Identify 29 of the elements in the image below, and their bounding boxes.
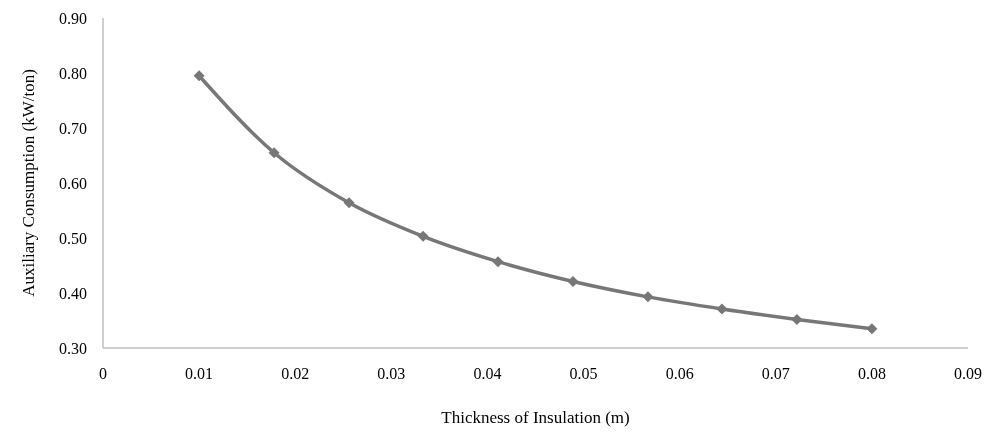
y-tick-label: 0.90 [59, 9, 87, 27]
x-axis-title: Thickness of Insulation (m) [441, 408, 630, 427]
point [343, 197, 355, 209]
y-tick-label: 0.80 [59, 64, 87, 82]
x-tick-label: 0.04 [473, 365, 502, 383]
y-tick-label: 0.40 [59, 284, 87, 302]
point [268, 147, 280, 159]
x-tick-label: 0.01 [185, 365, 214, 383]
point [791, 313, 803, 325]
x-tick-label: 0.02 [281, 365, 310, 383]
x-tick-label: 0.05 [569, 365, 598, 383]
x-tick-label: 0.06 [665, 365, 694, 383]
x-tick-label: 0 [99, 365, 107, 383]
x-tick-label: 0.03 [377, 365, 406, 383]
y-axis-title: Auxiliary Consumption (kW/ton) [19, 69, 39, 297]
x-tick-label: 0.08 [857, 365, 886, 383]
y-tick-label: 0.70 [59, 119, 87, 137]
y-tick-label: 0.50 [59, 229, 87, 247]
point [716, 303, 728, 315]
point [193, 70, 205, 82]
point [866, 323, 878, 335]
x-tick-label: 0.07 [761, 365, 790, 383]
point [417, 230, 429, 242]
y-tick-label: 0.30 [59, 339, 87, 357]
y-tick-label: 0.60 [59, 174, 87, 192]
x-tick-label: 0.09 [954, 365, 982, 383]
point [642, 291, 654, 303]
point [567, 275, 579, 287]
point [492, 256, 504, 268]
